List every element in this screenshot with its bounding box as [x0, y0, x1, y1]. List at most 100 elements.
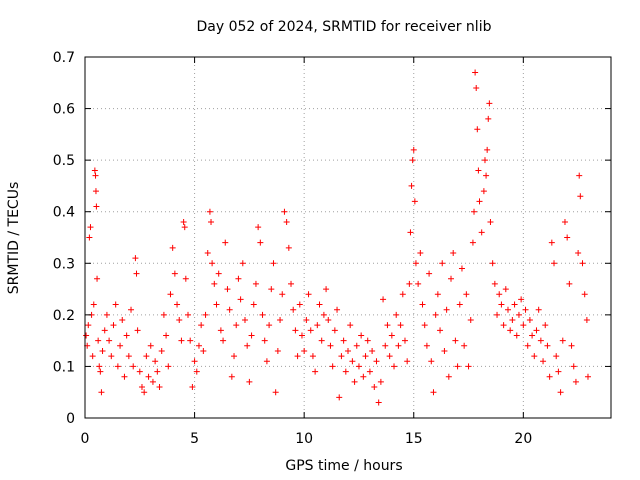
data-point	[526, 317, 533, 324]
data-point	[576, 172, 583, 179]
data-point	[555, 368, 562, 375]
data-point	[524, 342, 531, 349]
data-point	[386, 353, 393, 360]
data-point	[331, 327, 338, 334]
data-point	[406, 280, 413, 287]
data-point	[200, 347, 207, 354]
data-point	[358, 332, 365, 339]
data-point	[181, 224, 188, 231]
data-point	[579, 260, 586, 267]
data-point	[288, 280, 295, 287]
data-point	[450, 249, 457, 256]
data-point	[537, 337, 544, 344]
data-point	[296, 301, 303, 308]
data-point	[417, 249, 424, 256]
data-point	[167, 291, 174, 298]
data-point	[165, 363, 172, 370]
y-tick-label: 0.2	[53, 308, 75, 324]
data-point	[268, 286, 275, 293]
data-point	[180, 219, 187, 226]
data-point	[99, 347, 106, 354]
data-point	[380, 296, 387, 303]
data-point	[149, 378, 156, 385]
data-point	[204, 249, 211, 256]
data-point	[226, 306, 233, 313]
data-point	[169, 244, 176, 251]
data-point	[487, 219, 494, 226]
data-point	[198, 322, 205, 329]
data-point	[518, 296, 525, 303]
data-point	[465, 363, 472, 370]
data-point	[329, 363, 336, 370]
data-point	[171, 270, 178, 277]
data-point	[411, 198, 418, 205]
data-point	[143, 353, 150, 360]
data-point	[138, 384, 145, 391]
data-point	[366, 368, 373, 375]
y-tick-label: 0.1	[53, 359, 75, 375]
grid-lines	[85, 57, 611, 418]
data-point	[270, 260, 277, 267]
y-tick-label: 0.6	[53, 102, 75, 118]
data-point	[397, 322, 404, 329]
data-point	[185, 311, 192, 318]
data-point	[415, 280, 422, 287]
data-point	[261, 337, 268, 344]
data-point	[542, 322, 549, 329]
data-point	[336, 394, 343, 401]
data-point	[92, 188, 99, 195]
data-point	[531, 353, 538, 360]
data-point	[570, 363, 577, 370]
data-point	[566, 280, 573, 287]
data-point	[274, 347, 281, 354]
data-point	[83, 332, 90, 339]
chart-title: Day 052 of 2024, SRMTID for receiver nli…	[197, 19, 492, 35]
data-point	[369, 347, 376, 354]
data-point	[290, 306, 297, 313]
data-point	[467, 317, 474, 324]
data-point	[89, 353, 96, 360]
data-points	[83, 69, 591, 406]
data-point	[423, 342, 430, 349]
data-point	[108, 353, 115, 360]
data-point	[257, 239, 264, 246]
data-point	[584, 373, 591, 380]
data-point	[292, 327, 299, 334]
y-tick-label: 0.3	[53, 256, 75, 272]
data-point	[507, 327, 514, 334]
data-point	[419, 301, 426, 308]
axis-ticks: 0 0.1 0.2 0.3 0.4 0.5 0.6 0.7 0 5 10 15 20	[53, 50, 611, 447]
data-point	[312, 368, 319, 375]
data-point	[377, 378, 384, 385]
data-point	[489, 260, 496, 267]
data-point	[114, 363, 121, 370]
data-point	[298, 332, 305, 339]
data-point	[445, 373, 452, 380]
data-point	[189, 384, 196, 391]
data-point	[259, 311, 266, 318]
data-point	[360, 373, 367, 380]
data-point	[486, 100, 493, 107]
y-tick-label: 0.5	[53, 153, 75, 169]
data-point	[535, 306, 542, 313]
data-point	[97, 368, 104, 375]
data-point	[564, 234, 571, 241]
data-point	[156, 384, 163, 391]
x-tick-label: 0	[81, 431, 90, 447]
data-point	[241, 317, 248, 324]
data-point	[158, 347, 165, 354]
data-point	[209, 260, 216, 267]
data-point	[452, 337, 459, 344]
data-point	[176, 317, 183, 324]
data-point	[504, 306, 511, 313]
data-point	[103, 311, 110, 318]
data-point	[334, 306, 341, 313]
data-point	[224, 286, 231, 293]
data-point	[130, 363, 137, 370]
data-point	[437, 327, 444, 334]
data-point	[314, 322, 321, 329]
data-point	[342, 368, 349, 375]
data-point	[217, 327, 224, 334]
data-point	[191, 358, 198, 365]
